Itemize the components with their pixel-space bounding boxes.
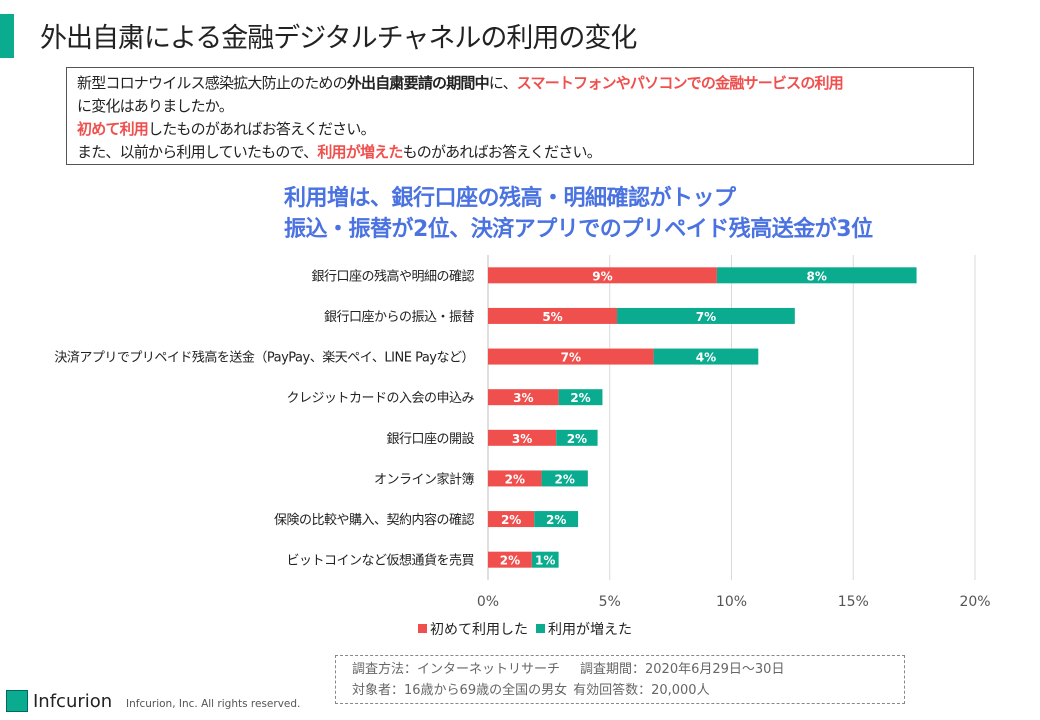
legend-swatch-first-time — [418, 624, 427, 633]
category-label: 保険の比較や購入、契約内容の確認 — [274, 512, 475, 528]
question-text-segment: したものがあればお答えください。 — [148, 120, 376, 138]
bar-data-label: 2% — [567, 432, 587, 446]
bar-first-time — [488, 389, 559, 406]
logo-square-icon — [6, 690, 28, 712]
category-label: ビットコインなど仮想通貨を売買 — [286, 553, 474, 569]
question-text-segment: に、 — [488, 74, 518, 92]
bar-increased — [534, 511, 579, 528]
bar-increased — [556, 429, 598, 446]
bar-increased — [558, 389, 603, 406]
x-tick-label: 5% — [599, 594, 621, 610]
survey-info-box: 調査方法：インターネットリサーチ 調査期間：2020年6月29日～30日 対象者：… — [335, 655, 905, 704]
survey-period: 調査期間：2020年6月29日～30日 — [580, 662, 785, 677]
bar-data-label: 7% — [561, 351, 581, 365]
bar-increased — [541, 470, 588, 487]
bar-increased — [617, 307, 795, 324]
headline-line-1: 利用増は、銀行口座の残高・明細確認がトップ — [284, 186, 736, 211]
bar-first-time — [488, 429, 557, 446]
category-label: 銀行口座からの振込・振替 — [324, 310, 475, 325]
x-tick-label: 10% — [716, 594, 747, 610]
category-label: オンライン家計簿 — [374, 471, 475, 487]
bar-first-time — [488, 348, 654, 365]
bar-data-label: 8% — [807, 269, 827, 283]
bar-first-time — [488, 267, 717, 284]
legend-swatch-increased — [536, 624, 545, 633]
question-line: また、以前から利用していたもので、利用が増えたものがあればお答えください。 — [77, 141, 963, 164]
bar-first-time — [488, 470, 542, 487]
bar-data-label: 3% — [513, 391, 533, 405]
category-label: 銀行口座の開設 — [386, 431, 474, 447]
bar-data-label: 2% — [500, 554, 520, 568]
question-line: 初めて利用したものがあればお答えください。 — [77, 118, 963, 141]
bar-data-label: 3% — [512, 432, 532, 446]
bar-data-label: 2% — [505, 472, 525, 486]
category-label: 決済アプリでプリペイド残高を送金（PayPay、楽天ペイ、LINE Payなど） — [54, 350, 474, 366]
question-text-segment: ものがあればお答えください。 — [402, 143, 602, 161]
question-line: 新型コロナウイルス感染拡大防止のための外出自粛要請の期間中に、スマートフォンやパ… — [77, 72, 963, 95]
bar-increased — [716, 267, 917, 284]
bar-first-time — [488, 551, 532, 568]
question-text-segment: 初めて利用 — [77, 120, 149, 138]
bar-data-label: 2% — [546, 513, 566, 527]
bar-increased — [653, 348, 759, 365]
question-line: に変化はありましたか。 — [77, 95, 963, 118]
question-text-segment: 利用が増えた — [317, 143, 403, 161]
chart-headline: 利用増は、銀行口座の残高・明細確認がトップ 振込・振替が2位、決済アプリでのプリ… — [284, 183, 873, 245]
survey-target: 対象者：16歳から69歳の全国の男女 — [352, 683, 568, 698]
legend-label: 利用が増えた — [548, 622, 632, 638]
title-accent-bar — [0, 14, 14, 58]
bar-data-label: 2% — [570, 391, 590, 405]
bar-data-label: 9% — [592, 269, 612, 283]
survey-question-box: 新型コロナウイルス感染拡大防止のための外出自粛要請の期間中に、スマートフォンやパ… — [66, 67, 974, 165]
category-label: クレジットカードの入会の申込み — [286, 391, 474, 406]
category-label: 銀行口座の残高や明細の確認 — [311, 268, 474, 284]
company-logo: Infcurion — [6, 690, 112, 712]
copyright-notice: Infcurion, Inc. All rights reserved. — [126, 698, 301, 710]
bar-data-label: 4% — [696, 351, 716, 365]
survey-responses: 有効回答数：20,000人 — [573, 683, 710, 698]
question-text-segment: 新型コロナウイルス感染拡大防止のための — [77, 74, 348, 92]
bar-first-time — [488, 307, 618, 324]
x-tick-label: 15% — [838, 594, 869, 610]
logo-text: Infcurion — [33, 690, 113, 712]
headline-line-2: 振込・振替が2位、決済アプリでのプリペイド残高送金が3位 — [284, 217, 873, 242]
question-text-segment: スマートフォンやパソコンでの金融サービスの利用 — [516, 74, 844, 92]
bar-first-time — [488, 511, 535, 528]
survey-method: 調査方法：インターネットリサーチ — [352, 662, 561, 677]
question-text-segment: 外出自粛要請の期間中 — [346, 74, 490, 92]
bar-data-label: 5% — [542, 310, 562, 324]
bar-data-label: 2% — [501, 513, 521, 527]
bar-data-label: 7% — [696, 310, 716, 324]
x-tick-label: 20% — [959, 594, 990, 610]
bar-increased — [531, 551, 559, 568]
bar-data-label: 2% — [555, 472, 575, 486]
page-title: 外出自粛による金融デジタルチャネルの利用の変化 — [40, 23, 637, 54]
question-text-segment: に変化はありましたか。 — [77, 97, 234, 115]
bar-data-label: 1% — [535, 554, 555, 568]
legend-label: 初めて利用した — [430, 621, 528, 638]
question-text-segment: また、以前から利用していたもので、 — [77, 143, 318, 161]
x-tick-label: 0% — [477, 594, 499, 610]
